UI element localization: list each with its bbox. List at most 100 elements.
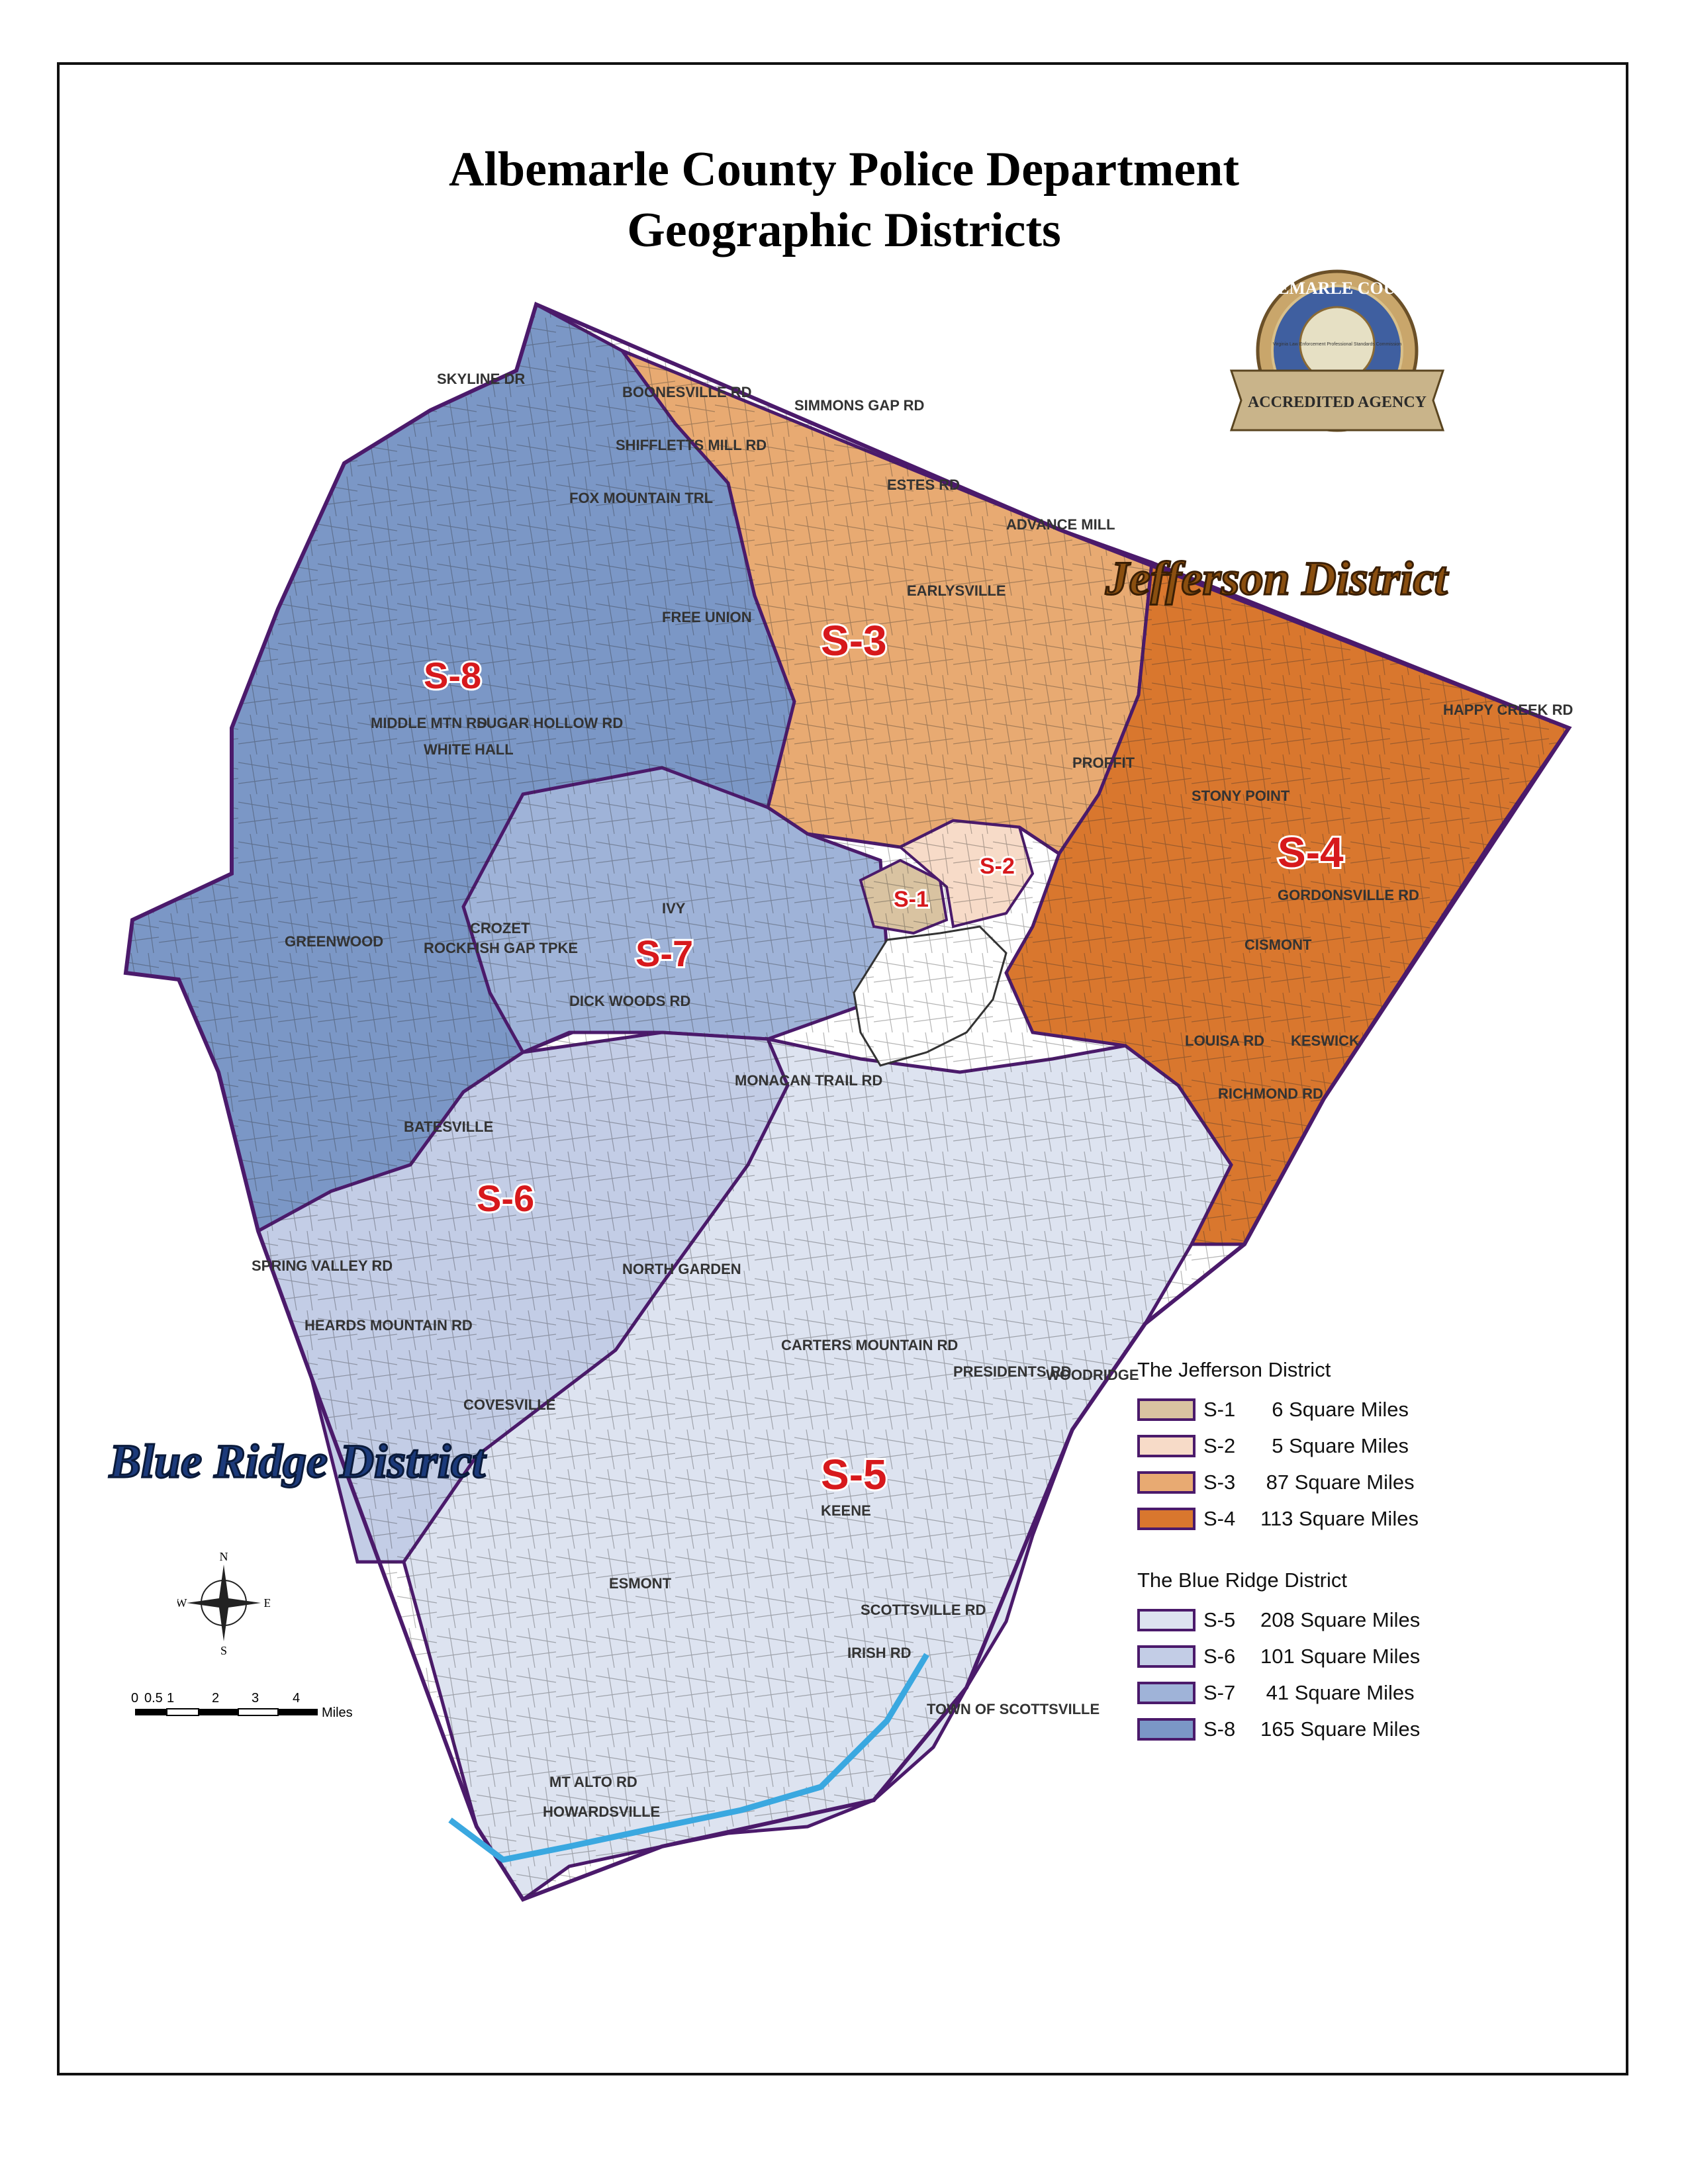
road-label: MT ALTO RD bbox=[549, 1774, 637, 1790]
scale-tick: 4 bbox=[293, 1691, 300, 1706]
legend-row: S-6 101 Square Miles bbox=[1137, 1638, 1481, 1674]
road-label: RICHMOND RD bbox=[1218, 1085, 1323, 1102]
legend-code: S-5 bbox=[1203, 1608, 1236, 1631]
road-label: GORDONSVILLE RD bbox=[1278, 887, 1419, 903]
title-line-2: Geographic Districts bbox=[627, 203, 1061, 257]
road-label: SCOTTSVILLE RD bbox=[861, 1602, 986, 1618]
legend-swatch bbox=[1137, 1471, 1196, 1494]
compass-n: N bbox=[220, 1550, 228, 1563]
legend-swatch bbox=[1137, 1507, 1196, 1530]
road-label: SPRING VALLEY RD bbox=[252, 1257, 393, 1274]
place-label: EARLYSVILLE bbox=[907, 582, 1006, 599]
scale-tick: 0 bbox=[131, 1691, 138, 1706]
place-label: NORTH GARDEN bbox=[622, 1261, 741, 1277]
legend-swatch bbox=[1137, 1645, 1196, 1668]
place-label: ADVANCE MILL bbox=[1006, 516, 1115, 533]
sector-label-s7: S-7 bbox=[635, 933, 693, 974]
place-label: PROFFIT bbox=[1072, 754, 1135, 771]
legend-row: S-5 208 Square Miles bbox=[1137, 1602, 1481, 1638]
scale-tick: 2 bbox=[212, 1691, 219, 1706]
legend-area: 41 Square Miles bbox=[1260, 1680, 1415, 1704]
place-label: KESWICK bbox=[1291, 1032, 1360, 1049]
place-label: KEENE bbox=[821, 1502, 871, 1519]
legend-row: S-4 113 Square Miles bbox=[1137, 1500, 1481, 1537]
legend-area: 5 Square Miles bbox=[1260, 1433, 1409, 1457]
legend-heading-blue-ridge: The Blue Ridge District bbox=[1137, 1569, 1348, 1592]
legend-row: S-8 165 Square Miles bbox=[1137, 1711, 1481, 1747]
place-label: IVY bbox=[662, 900, 686, 917]
sector-label-s2: S-2 bbox=[980, 854, 1015, 879]
sector-label-s4: S-4 bbox=[1278, 829, 1344, 876]
legend-code: S-4 bbox=[1203, 1506, 1236, 1530]
place-label: GREENWOOD bbox=[285, 933, 383, 950]
legend-code: S-7 bbox=[1203, 1680, 1236, 1704]
place-label: FREE UNION bbox=[662, 609, 752, 625]
road-label: HAPPY CREEK RD bbox=[1443, 702, 1573, 718]
legend-row: S-1 6 Square Miles bbox=[1137, 1391, 1481, 1428]
map-frame bbox=[57, 62, 1628, 2075]
legend-swatch bbox=[1137, 1608, 1196, 1631]
scale-tick: 0.5 bbox=[144, 1691, 163, 1706]
legend-code: S-6 bbox=[1203, 1644, 1236, 1668]
place-label: WHITE HALL bbox=[424, 741, 514, 758]
place-label: STONY POINT bbox=[1192, 788, 1290, 804]
county-boundary bbox=[123, 301, 1572, 1902]
road-label: SIMMONS GAP RD bbox=[794, 397, 924, 414]
badge-arc-text: ALBEMARLE COUNTY bbox=[1243, 279, 1432, 298]
map-title: Albemarle County Police Department Geogr… bbox=[0, 139, 1688, 261]
legend-heading-jefferson: The Jefferson District bbox=[1137, 1358, 1331, 1381]
road-label: SUGAR HOLLOW RD bbox=[477, 715, 623, 731]
road-label: BOONESVILLE RD bbox=[622, 384, 752, 400]
legend-area: 165 Square Miles bbox=[1260, 1717, 1421, 1741]
legend-row: S-3 87 Square Miles bbox=[1137, 1464, 1481, 1500]
legend-swatch bbox=[1137, 1398, 1196, 1421]
badge-inner-text: Virginia Law Enforcement Professional St… bbox=[1273, 342, 1402, 347]
compass-s: S bbox=[220, 1644, 227, 1656]
james-river bbox=[448, 1653, 929, 1863]
district-label-jefferson: Jefferson District bbox=[1105, 552, 1449, 605]
legend-row: S-2 5 Square Miles bbox=[1137, 1428, 1481, 1464]
accreditation-badge: ALBEMARLE COUNTY Virginia Law Enforcemen… bbox=[1229, 269, 1445, 432]
title-line-1: Albemarle County Police Department bbox=[448, 142, 1239, 197]
legend-swatch bbox=[1137, 1434, 1196, 1457]
compass-e: E bbox=[264, 1596, 271, 1610]
road-label: MONACAN TRAIL RD bbox=[735, 1072, 882, 1089]
place-label: CISMONT bbox=[1244, 936, 1312, 953]
legend-area: 101 Square Miles bbox=[1260, 1644, 1421, 1668]
sector-label-s6: S-6 bbox=[477, 1177, 534, 1219]
scale-tick: 3 bbox=[252, 1691, 259, 1706]
sector-label-s8: S-8 bbox=[424, 655, 481, 696]
legend-row: S-7 41 Square Miles bbox=[1137, 1674, 1481, 1711]
place-label: TOWN OF SCOTTSVILLE bbox=[927, 1701, 1100, 1717]
legend-area: 113 Square Miles bbox=[1260, 1506, 1419, 1530]
legend-code: S-3 bbox=[1203, 1470, 1236, 1494]
legend-area: 87 Square Miles bbox=[1260, 1470, 1415, 1494]
place-label: BATESVILLE bbox=[404, 1118, 493, 1135]
legend-code: S-2 bbox=[1203, 1433, 1236, 1457]
road-label: SKYLINE DR bbox=[437, 371, 525, 387]
legend-swatch bbox=[1137, 1681, 1196, 1704]
place-label: COVESVILLE bbox=[463, 1396, 555, 1413]
legend: The Jefferson District S-1 6 Square Mile… bbox=[1137, 1358, 1481, 1747]
road-label: FOX MOUNTAIN TRL bbox=[569, 490, 713, 506]
road-label: PRESIDENTS RD bbox=[953, 1363, 1071, 1380]
road-network bbox=[126, 304, 1569, 1899]
road-label: IRISH RD bbox=[847, 1645, 912, 1661]
place-label: CROZET bbox=[470, 920, 530, 936]
scale-bar: 0 0.5 1 2 3 4 Miles bbox=[130, 1686, 381, 1737]
scale-tick: 1 bbox=[167, 1691, 174, 1706]
sector-label-s1: S-1 bbox=[894, 887, 929, 912]
legend-code: S-1 bbox=[1203, 1397, 1236, 1421]
legend-area: 208 Square Miles bbox=[1260, 1608, 1421, 1631]
sector-label-s3: S-3 bbox=[821, 617, 887, 664]
place-label: ESMONT bbox=[609, 1575, 672, 1592]
road-label: SHIFFLETTS MILL RD bbox=[616, 437, 767, 453]
place-label: WOODRIDGE bbox=[1046, 1367, 1139, 1383]
place-label: HOWARDSVILLE bbox=[543, 1803, 660, 1820]
compass-w: W bbox=[177, 1596, 187, 1610]
badge-ribbon-text: ACCREDITED AGENCY bbox=[1248, 394, 1427, 411]
scale-unit: Miles bbox=[322, 1706, 353, 1720]
compass-rose: N S E W bbox=[177, 1550, 270, 1656]
road-label: ROCKFISH GAP TPKE bbox=[424, 940, 578, 956]
